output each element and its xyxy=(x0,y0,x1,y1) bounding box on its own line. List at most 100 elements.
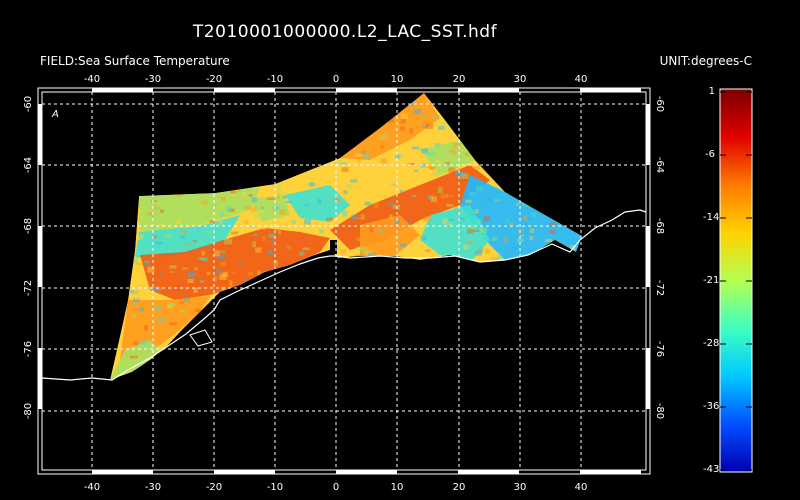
sst-region xyxy=(140,228,330,300)
sst-pixel-noise xyxy=(254,374,259,377)
sst-pixel-noise xyxy=(540,332,548,337)
sst-pixel-noise xyxy=(497,124,503,127)
sst-pixel-noise xyxy=(577,168,581,174)
sst-pixel-noise xyxy=(224,239,232,245)
sst-pixel-noise xyxy=(389,331,395,337)
sst-pixel-noise xyxy=(285,263,290,268)
sst-pixel-noise xyxy=(512,309,519,316)
sst-pixel-noise xyxy=(457,123,464,129)
sst-pixel-noise xyxy=(401,280,408,283)
sst-pixel-noise xyxy=(571,220,579,227)
sst-pixel-noise xyxy=(486,153,495,157)
sst-pixel-noise xyxy=(583,297,589,301)
sst-pixel-noise xyxy=(136,237,140,240)
sst-pixel-noise xyxy=(124,170,130,176)
sst-pixel-noise xyxy=(566,299,573,303)
sst-pixel-noise xyxy=(194,147,200,154)
sst-pixel-noise xyxy=(110,183,116,189)
sst-pixel-noise xyxy=(305,360,314,367)
sst-pixel-noise xyxy=(388,116,395,123)
sst-pixel-noise xyxy=(351,378,356,380)
sst-pixel-noise xyxy=(307,331,314,336)
sst-pixel-noise xyxy=(364,98,371,105)
sst-pixel-noise xyxy=(430,322,434,325)
sst-pixel-noise xyxy=(346,363,353,368)
sst-pixel-noise xyxy=(554,240,561,246)
sst-pixel-noise xyxy=(475,250,482,256)
sst-pixel-noise xyxy=(235,146,242,149)
sst-pixel-noise xyxy=(363,112,367,117)
sst-pixel-noise xyxy=(470,281,475,285)
sst-pixel-noise xyxy=(153,158,157,162)
sst-pixel-noise xyxy=(185,135,191,139)
sst-pixel-noise xyxy=(260,206,265,209)
sst-pixel-noise xyxy=(532,305,538,312)
sst-pixel-noise xyxy=(525,145,531,149)
sst-pixel-noise xyxy=(410,110,415,116)
sst-pixel-noise xyxy=(374,202,379,208)
sst-pixel-noise xyxy=(271,293,275,300)
sst-pixel-noise xyxy=(360,214,365,220)
sst-pixel-noise xyxy=(170,133,177,138)
sst-pixel-noise xyxy=(355,306,360,312)
sst-pixel-noise xyxy=(580,215,582,221)
sst-pixel-noise xyxy=(328,343,333,348)
sst-pixel-noise xyxy=(262,226,267,230)
sst-pixel-noise xyxy=(399,381,405,384)
sst-pixel-noise xyxy=(488,305,492,310)
sst-pixel-noise xyxy=(268,233,276,238)
sst-pixel-noise xyxy=(116,202,120,206)
sst-pixel-noise xyxy=(255,298,260,305)
sst-pixel-noise xyxy=(319,272,328,278)
sst-pixel-noise xyxy=(341,162,347,165)
sst-pixel-noise xyxy=(516,245,523,248)
sst-pixel-noise xyxy=(433,330,441,333)
sst-pixel-noise xyxy=(113,196,120,201)
sst-pixel-noise xyxy=(427,195,434,200)
sst-pixel-noise xyxy=(228,280,233,287)
sst-pixel-noise xyxy=(351,214,357,220)
sst-pixel-noise xyxy=(525,310,530,314)
sst-pixel-noise xyxy=(473,229,479,233)
sst-pixel-noise xyxy=(244,205,251,210)
sst-pixel-noise xyxy=(474,326,482,332)
sst-pixel-noise xyxy=(521,203,530,207)
sst-pixel-noise xyxy=(417,281,421,286)
frame-scale-segment xyxy=(580,470,641,474)
sst-pixel-noise xyxy=(336,257,343,261)
sst-pixel-noise xyxy=(246,355,253,361)
sst-pixel-noise xyxy=(214,126,219,133)
sst-pixel-noise xyxy=(531,191,537,195)
sst-pixel-noise xyxy=(290,118,297,122)
sst-pixel-noise xyxy=(277,192,285,198)
sst-pixel-noise xyxy=(433,143,441,147)
sst-pixel-noise xyxy=(474,264,479,268)
sst-pixel-noise xyxy=(136,166,143,171)
sst-pixel-noise xyxy=(431,249,436,253)
sst-pixel-noise xyxy=(195,188,202,194)
sst-pixel-noise xyxy=(348,275,352,282)
sst-pixel-noise xyxy=(323,379,328,380)
sst-pixel-noise xyxy=(152,105,158,111)
sst-pixel-noise xyxy=(332,149,338,153)
sst-pixel-noise xyxy=(495,291,500,295)
field-label: FIELD:Sea Surface Temperature xyxy=(40,54,230,68)
sst-pixel-noise xyxy=(248,194,253,197)
sst-pixel-noise xyxy=(292,310,296,316)
sst-pixel-noise xyxy=(383,266,391,273)
sst-pixel-noise xyxy=(328,111,334,117)
sst-pixel-noise xyxy=(283,134,290,138)
sst-pixel-noise xyxy=(244,279,250,283)
sst-pixel-noise xyxy=(122,143,129,147)
sst-pixel-noise xyxy=(182,134,188,138)
sst-pixel-noise xyxy=(538,252,544,258)
sst-pixel-noise xyxy=(277,300,284,307)
sst-pixel-noise xyxy=(314,132,319,137)
sst-pixel-noise xyxy=(308,364,313,368)
sst-pixel-noise xyxy=(248,137,253,141)
sst-pixel-noise xyxy=(150,200,157,203)
sst-pixel-noise xyxy=(238,377,243,380)
sst-pixel-noise xyxy=(220,250,226,254)
sst-pixel-noise xyxy=(478,358,483,364)
sst-pixel-noise xyxy=(179,374,183,380)
